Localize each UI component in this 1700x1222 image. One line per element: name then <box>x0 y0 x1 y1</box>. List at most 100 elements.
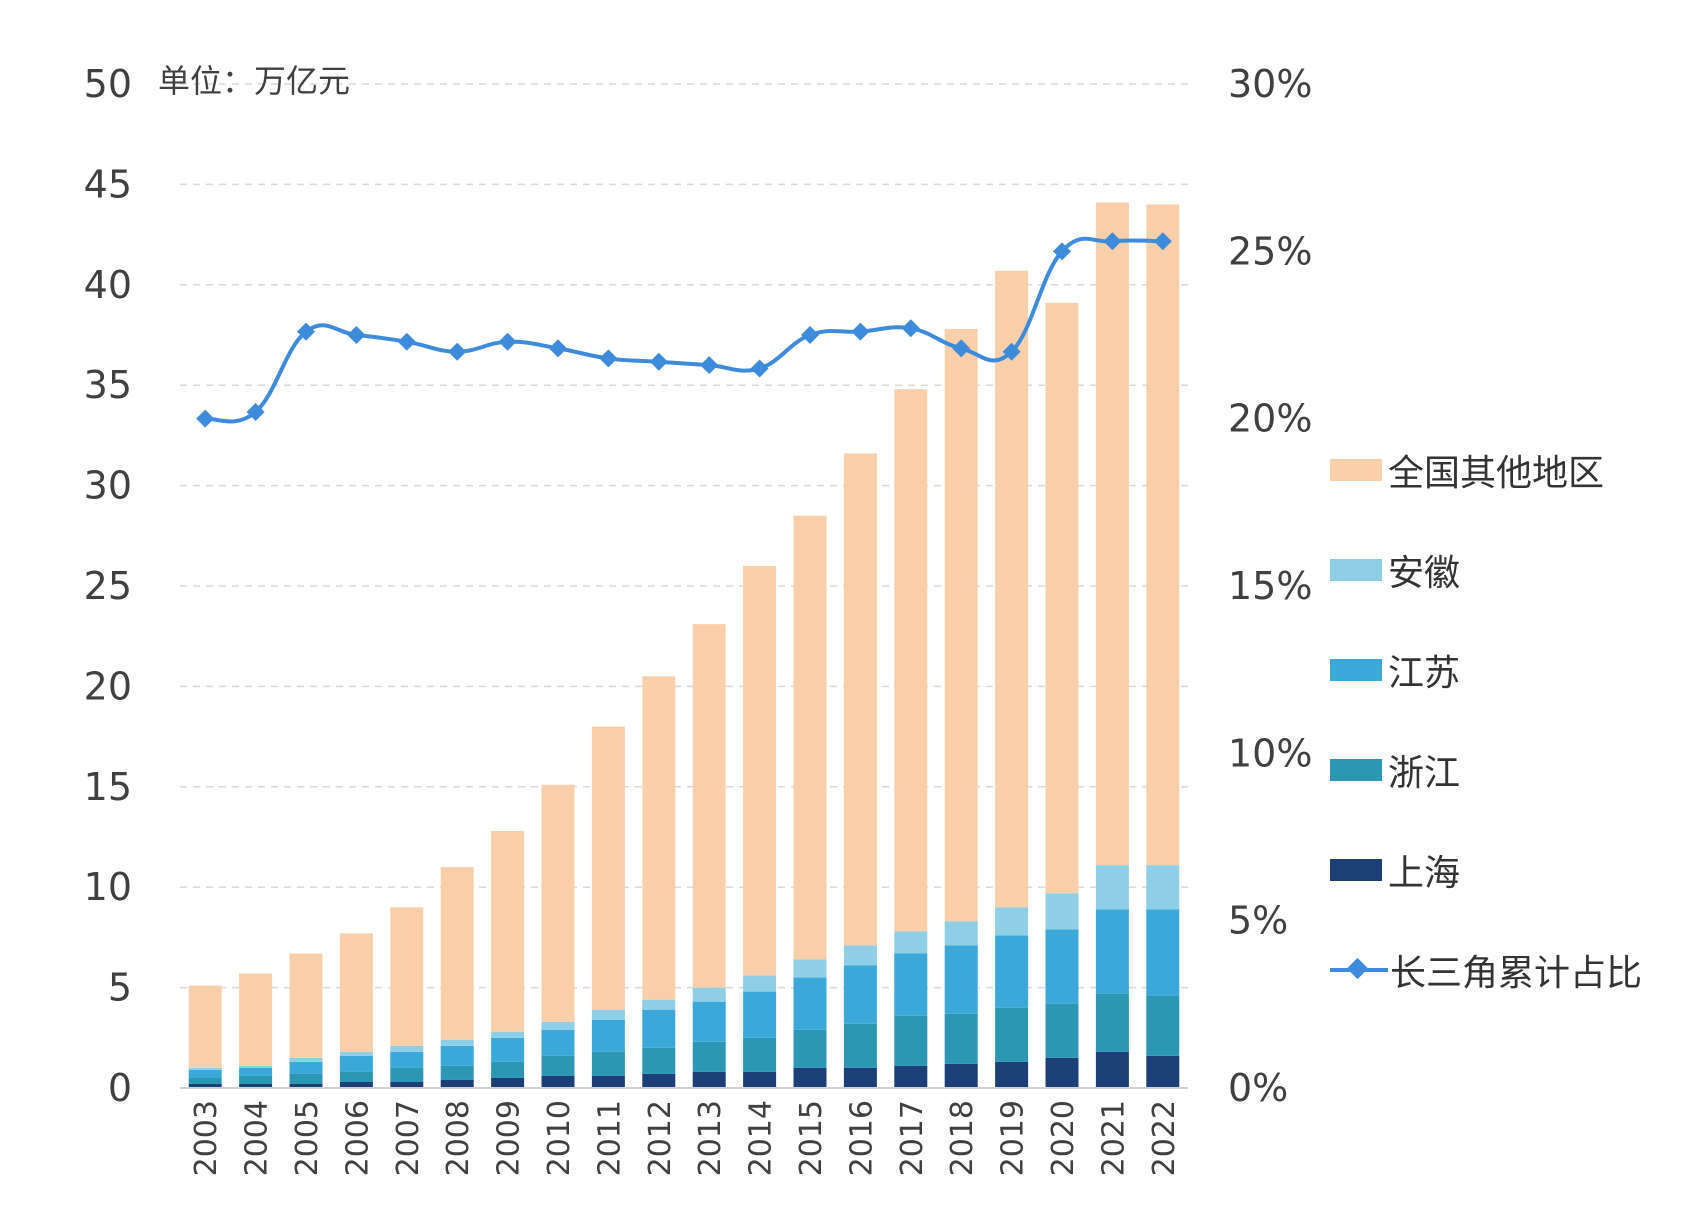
bar-segment <box>843 1067 877 1088</box>
bar-segment <box>793 515 827 960</box>
y-left-tick-label: 40 <box>84 263 132 307</box>
bar-segment <box>591 1075 625 1088</box>
share-marker <box>649 352 668 371</box>
bar-segment <box>743 991 777 1038</box>
share-marker <box>700 356 719 375</box>
x-tick-label: 2022 <box>1147 1100 1182 1176</box>
y-left-tick-label: 30 <box>84 464 132 508</box>
bar-segment <box>239 1083 273 1088</box>
axes: 0 5 10 15 20 25 30 35 40 45 50 0% 5% 10% 15% 20% 25% 30% 2… <box>84 62 1313 1176</box>
bar-segment <box>339 1081 373 1088</box>
legend-item-anhui: 安徽 <box>1330 545 1460 595</box>
bar-segment <box>491 1077 525 1088</box>
bar-segment <box>1146 1055 1180 1088</box>
bar-segment <box>541 1029 575 1056</box>
bar-segment <box>642 1047 676 1074</box>
legend-label-zhejiang: 浙江 <box>1388 753 1461 794</box>
share-marker <box>599 349 618 368</box>
bar-segment <box>289 1057 323 1062</box>
bar-segment <box>440 867 474 1040</box>
bar-segment <box>440 1039 474 1046</box>
bar-segment <box>793 1067 827 1088</box>
bar-segment <box>793 959 827 978</box>
bar-segment <box>1095 993 1129 1052</box>
share-marker <box>801 326 819 344</box>
bar-segment <box>591 1019 625 1052</box>
bar-segment <box>743 565 777 976</box>
bar-segment <box>1095 1051 1129 1088</box>
y-right-tick-label: 20% <box>1228 397 1312 441</box>
legend-item-other-regions: 全国其他地区 <box>1330 445 1604 495</box>
bar-segment <box>188 1067 222 1070</box>
bar-segment <box>1045 893 1079 930</box>
bar-segment <box>1146 204 1180 866</box>
bar-segment <box>642 1009 676 1048</box>
bar-segment <box>995 907 1029 936</box>
share-marker <box>498 332 517 351</box>
legend-swatch-anhui <box>1330 559 1382 581</box>
bar-segment <box>1095 202 1129 866</box>
share-marker <box>901 319 920 338</box>
x-tick-label: 2004 <box>240 1100 275 1176</box>
bar-segment <box>390 907 424 1046</box>
bar-segment <box>642 1073 676 1088</box>
bar-segment <box>188 1077 222 1084</box>
grid-lines <box>180 83 1188 989</box>
bar-segment <box>1045 1057 1079 1088</box>
bar-segment <box>692 1071 726 1088</box>
legend-item-jiangsu: 江苏 <box>1330 645 1460 695</box>
bar-segment <box>793 977 827 1030</box>
legend-line-marker-icon <box>1330 957 1388 981</box>
x-tick-label: 2021 <box>1096 1100 1131 1176</box>
x-tick-label: 2014 <box>744 1100 779 1176</box>
legend-item-zhejiang: 浙江 <box>1330 745 1460 795</box>
share-marker <box>196 409 215 428</box>
y-left-tick-label: 5 <box>108 966 132 1010</box>
y-right-tick-label: 10% <box>1228 731 1312 775</box>
bar-segment <box>390 1045 424 1052</box>
bar-segment <box>289 1073 323 1084</box>
legend-swatch-zhejiang <box>1330 759 1382 781</box>
share-marker <box>750 359 769 378</box>
bar-segment <box>995 935 1029 1008</box>
share-marker <box>1103 232 1122 251</box>
bar-series <box>188 202 1180 1088</box>
bar-segment <box>440 1065 474 1080</box>
x-tick-label: 2009 <box>492 1100 527 1176</box>
bar-segment <box>440 1079 474 1088</box>
x-tick-label: 2017 <box>895 1100 930 1176</box>
x-tick-label: 2020 <box>1046 1100 1081 1176</box>
bar-segment <box>1146 995 1180 1056</box>
bar-segment <box>944 921 978 946</box>
legend-label-shanghai: 上海 <box>1388 853 1461 894</box>
x-tick-label: 2011 <box>592 1100 627 1176</box>
bar-segment <box>894 953 928 1016</box>
bar-segment <box>239 1065 273 1068</box>
bar-segment <box>995 1061 1029 1088</box>
legend-label-yrd-share: 长三角累计占比 <box>1390 953 1643 994</box>
bar-segment <box>692 1041 726 1072</box>
y-right-tick-label: 5% <box>1228 899 1288 943</box>
bar-segment <box>1146 909 1180 996</box>
y-left-tick-label: 25 <box>84 564 132 608</box>
share-marker <box>397 332 416 351</box>
share-marker <box>851 322 870 341</box>
share-marker <box>549 339 567 358</box>
y-left-tick-label: 20 <box>84 664 132 708</box>
bar-segment <box>339 1071 373 1082</box>
y-left-tick-label: 35 <box>84 363 132 407</box>
bar-segment <box>239 1067 273 1076</box>
bar-segment <box>491 830 525 1032</box>
x-tick-label: 2013 <box>693 1100 728 1176</box>
legend-swatch-shanghai <box>1330 859 1382 881</box>
bar-segment <box>692 624 726 988</box>
x-tick-label: 2005 <box>290 1100 325 1176</box>
bar-segment <box>390 1067 424 1082</box>
bar-segment <box>894 931 928 954</box>
bar-segment <box>541 1075 575 1088</box>
x-tick-label: 2019 <box>996 1100 1031 1176</box>
legend-label-other-regions: 全国其他地区 <box>1388 453 1605 494</box>
y-left-tick-label: 50 <box>84 62 132 106</box>
bar-segment <box>390 1081 424 1088</box>
